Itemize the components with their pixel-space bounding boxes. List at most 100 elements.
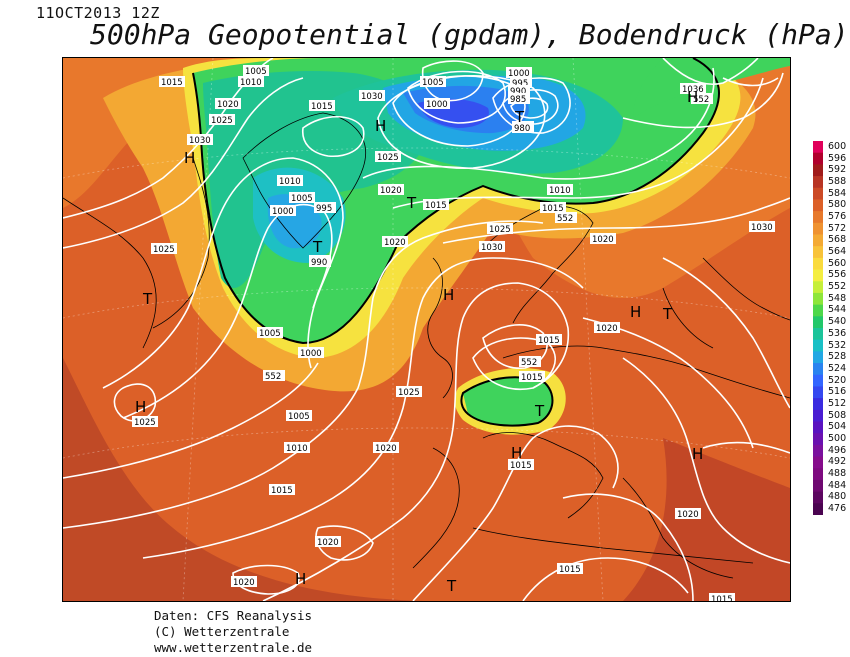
low-pressure-center: T xyxy=(534,402,545,420)
isobar-label: 1010 xyxy=(279,177,301,187)
high-pressure-center: T xyxy=(142,290,153,308)
isobar-label: 995 xyxy=(512,79,528,89)
isobar-label: 995 xyxy=(316,204,332,214)
high-pressure-center: H xyxy=(687,88,698,106)
color-scale-swatch xyxy=(813,386,823,399)
isobar-label: 1015 xyxy=(711,595,733,601)
color-scale-label: 572 xyxy=(828,222,847,234)
isobar-label: 1020 xyxy=(233,578,255,588)
color-scale-swatch xyxy=(813,211,823,224)
color-scale-swatch xyxy=(813,328,823,341)
isobar-label: 1025 xyxy=(377,153,399,163)
isobar-label: 1025 xyxy=(489,225,511,235)
credits-data-source: Daten: CFS Reanalysis xyxy=(154,608,313,623)
isobar-label: 1005 xyxy=(288,412,310,422)
low-pressure-center: T xyxy=(662,305,673,323)
low-pressure-center: T xyxy=(514,108,525,126)
low-pressure-center: T xyxy=(312,238,323,256)
color-scale-label: 548 xyxy=(828,292,847,304)
color-scale-swatch xyxy=(813,491,823,504)
isobar-label: 1005 xyxy=(422,78,444,88)
color-scale-label: 564 xyxy=(828,246,847,258)
high-pressure-center: H xyxy=(184,149,195,167)
isobar-label: 1005 xyxy=(245,67,267,77)
isobar-label: 1020 xyxy=(677,510,699,520)
isobar-label: 552 xyxy=(693,95,709,105)
high-pressure-center: H xyxy=(375,117,386,135)
credits-website[interactable]: www.wetterzentrale.de xyxy=(154,640,313,655)
isobar-label: 1020 xyxy=(380,186,402,196)
color-scale-swatch xyxy=(813,374,823,387)
isobar-label: 1000 xyxy=(508,69,530,79)
high-pressure-label: 1025 xyxy=(134,418,156,428)
datetime-label: 11OCT2013 12Z xyxy=(36,4,160,22)
isobar-label: 552 xyxy=(265,372,281,382)
isobar-label: 1015 xyxy=(542,204,564,214)
isobar-label: 1015 xyxy=(161,78,183,88)
isobar-label: 1025 xyxy=(211,116,233,126)
color-scale-swatch xyxy=(813,257,823,271)
isobar-label: 1015 xyxy=(521,373,543,383)
isobar-label: 1015 xyxy=(559,565,581,575)
color-scale-label: 544 xyxy=(828,304,847,316)
color-scale-swatch xyxy=(813,444,823,458)
color-scale-swatch xyxy=(813,339,823,352)
color-scale-swatch xyxy=(813,292,823,306)
color-scale-label: 536 xyxy=(828,327,847,339)
color-scale-label: 576 xyxy=(828,210,847,222)
isobar-label: 1020 xyxy=(317,538,339,548)
isobar-label: 1000 xyxy=(300,349,322,359)
isobar-labels: 1015 1005 1010 1020 1025 1030 1015 1030 … xyxy=(151,65,775,601)
color-scale-swatch xyxy=(813,269,823,282)
high-pressure-center: H xyxy=(630,303,641,321)
color-scale-label: 520 xyxy=(828,374,847,386)
isobar-label: 1020 xyxy=(375,444,397,454)
color-scale-label: 540 xyxy=(828,316,847,328)
graticule xyxy=(63,58,790,601)
credits: Daten: CFS Reanalysis (C) Wetterzentrale… xyxy=(154,608,312,656)
isobar-label: 1000 xyxy=(272,207,294,217)
color-scale-swatch xyxy=(813,316,823,329)
color-scale-swatch xyxy=(813,503,823,515)
high-pressure-center: H xyxy=(511,444,522,462)
color-scale-label: 488 xyxy=(828,468,847,480)
color-scale-label: 492 xyxy=(828,456,847,468)
isobar-label: 1036 xyxy=(682,85,704,95)
isobar-label: 1000 xyxy=(426,100,448,110)
isobar-label: 1030 xyxy=(361,92,383,102)
color-scale-swatch xyxy=(813,363,823,376)
isobar-label: 1030 xyxy=(189,136,211,146)
color-scale-label: 560 xyxy=(828,257,847,269)
isobar-label: 1015 xyxy=(510,461,532,471)
isobar-label: 1005 xyxy=(259,329,281,339)
weather-map[interactable]: 1015 1005 1010 1020 1025 1030 1015 1030 … xyxy=(62,57,791,602)
map-title: 500hPa Geopotential (gpdam), Bodendruck … xyxy=(90,18,849,51)
color-scale-label: 568 xyxy=(828,234,847,246)
isobar-label: 1025 xyxy=(153,245,175,255)
color-scale-label: 552 xyxy=(828,281,847,293)
color-scale-label: 500 xyxy=(828,433,847,445)
low-pressure-center: T xyxy=(406,194,417,212)
color-scale-swatch xyxy=(813,456,823,469)
color-scale-swatch xyxy=(813,234,823,247)
isobar-label: 552 xyxy=(521,358,537,368)
color-scale-swatch xyxy=(813,222,823,235)
isobar-label: 1020 xyxy=(384,238,406,248)
isobar-label: 985 xyxy=(510,95,526,105)
color-scale-swatch xyxy=(813,246,823,259)
isobar-label: 552 xyxy=(557,214,573,224)
isobar-label: 1010 xyxy=(240,78,262,88)
isobar-label: 1015 xyxy=(311,102,333,112)
color-scale: 600 596 592 588 584 580 576 572 568 564 560 556 552 5… xyxy=(808,131,850,531)
isobar-label: 1015 xyxy=(538,336,560,346)
color-scale-label: 508 xyxy=(828,409,847,421)
isobar-label: 1030 xyxy=(751,223,773,233)
pressure-centers: H T H 1025 H T T 990 T 980 H H T T H H H… xyxy=(132,88,703,595)
isobar-label: 1010 xyxy=(286,444,308,454)
isobar-label: 1005 xyxy=(291,194,313,204)
isobar-label: 1010 xyxy=(549,186,571,196)
high-pressure-center: H xyxy=(295,570,306,588)
color-scale-label: 480 xyxy=(828,491,847,503)
color-scale-label: 496 xyxy=(828,444,847,456)
color-scale-label: 556 xyxy=(828,269,847,281)
